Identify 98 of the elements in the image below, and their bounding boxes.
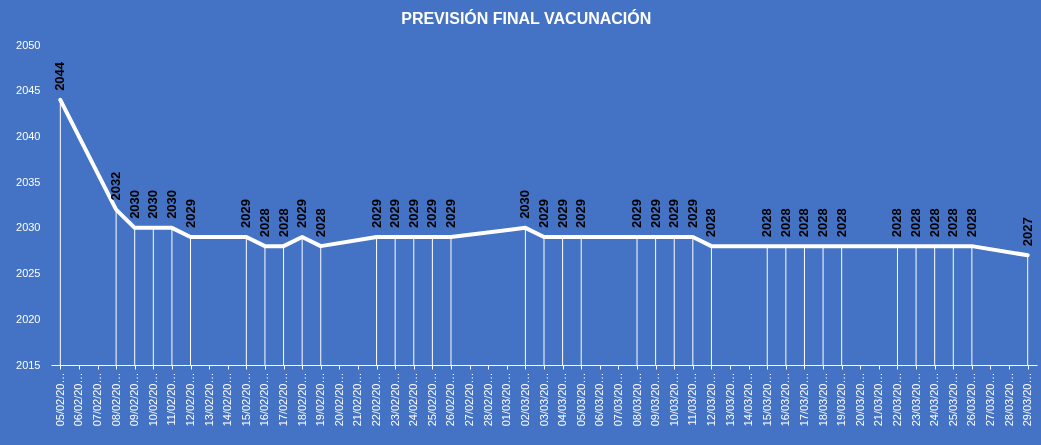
data-label: 2030 (126, 189, 142, 219)
x-tick-label: 17/02/20… (277, 372, 290, 427)
data-label: 2028 (777, 208, 793, 238)
x-tick-label: 21/03/20… (872, 372, 885, 427)
y-tick-label: 2030 (16, 221, 41, 234)
data-label: 2028 (889, 208, 905, 238)
data-label: 2029 (666, 199, 682, 228)
x-tick-label: 07/03/20… (611, 372, 624, 427)
data-label: 2029 (442, 199, 458, 228)
data-label: 2028 (275, 208, 291, 238)
data-label: 2032 (108, 171, 124, 201)
x-tick-label: 09/02/20… (128, 372, 141, 427)
x-tick-label: 15/02/20… (239, 372, 252, 427)
y-tick-label: 2040 (16, 129, 41, 142)
data-label: 2030 (163, 189, 179, 219)
data-label: 2028 (926, 208, 942, 238)
x-tick-label: 28/02/20… (481, 372, 494, 427)
data-label: 2028 (256, 208, 272, 238)
x-tick-label: 12/03/20… (704, 372, 717, 427)
data-label: 2028 (833, 208, 849, 238)
x-tick-label: 24/02/20… (407, 372, 420, 427)
x-tick-label: 03/03/20… (537, 372, 550, 427)
x-tick-label: 27/02/20… (463, 372, 476, 427)
x-tick-label: 26/02/20… (444, 372, 457, 427)
x-tick-label: 15/03/20… (760, 372, 773, 427)
x-tick-label: 24/03/20… (928, 372, 941, 427)
x-tick-label: 14/03/20… (742, 372, 755, 427)
data-label: 2029 (684, 199, 700, 228)
x-tick-label: 10/03/20… (667, 372, 680, 427)
x-tick-label: 05/03/20… (574, 372, 587, 427)
y-tick-label: 2025 (16, 267, 41, 280)
data-label: 2029 (238, 199, 254, 228)
x-tick-label: 11/03/20… (686, 372, 699, 426)
x-tick-label: 13/02/20… (202, 372, 215, 427)
x-tick-label: 16/03/20… (779, 372, 792, 427)
data-label: 2030 (145, 189, 161, 219)
data-label: 2028 (759, 208, 775, 238)
data-label: 2029 (368, 199, 384, 228)
x-tick-label: 20/03/20… (853, 372, 866, 427)
data-label: 2030 (517, 189, 533, 219)
x-tick-label: 25/03/20… (946, 372, 959, 427)
x-tick-label: 23/03/20… (909, 372, 922, 427)
y-tick-label: 2020 (16, 312, 41, 325)
x-tick-label: 11/02/20… (165, 372, 178, 426)
data-label: 2044 (52, 61, 68, 91)
x-tick-label: 14/02/20… (221, 372, 234, 427)
x-tick-label: 22/02/20… (370, 372, 383, 427)
data-label: 2029 (424, 199, 440, 228)
x-tick-label: 06/03/20… (593, 372, 606, 427)
data-label: 2028 (312, 208, 328, 238)
x-tick-label: 18/02/20… (295, 372, 308, 427)
x-tick-label: 22/03/20… (890, 372, 903, 427)
x-tick-label: 05/02/20… (53, 372, 66, 427)
x-tick-label: 19/03/20… (835, 372, 848, 427)
data-label: 2029 (182, 199, 198, 228)
chart-title: PREVISIÓN FINAL VACUNACIÓN (401, 9, 652, 27)
x-tick-label: 17/03/20… (797, 372, 810, 427)
x-tick-label: 06/02/20… (72, 372, 85, 427)
y-tick-label: 2050 (16, 38, 41, 51)
y-tick-label: 2035 (16, 175, 41, 188)
y-tick-label: 2015 (16, 358, 41, 371)
data-label: 2029 (405, 199, 421, 228)
data-label: 2029 (294, 199, 310, 228)
data-label: 2028 (945, 208, 961, 238)
x-tick-label: 23/02/20… (388, 372, 401, 427)
x-tick-label: 26/03/20… (965, 372, 978, 427)
x-tick-label: 16/02/20… (258, 372, 271, 427)
x-tick-label: 18/03/20… (816, 372, 829, 427)
x-tick-label: 27/03/20… (983, 372, 996, 427)
x-tick-label: 08/02/20… (109, 372, 122, 427)
data-label: 2029 (647, 199, 663, 228)
x-tick-label: 19/02/20… (314, 372, 327, 427)
x-tick-label: 25/02/20… (425, 372, 438, 427)
x-tick-label: 21/02/20… (351, 372, 364, 427)
data-label: 2028 (703, 208, 719, 238)
x-tick-label: 04/03/20… (556, 372, 569, 427)
x-tick-label: 20/02/20… (332, 372, 345, 427)
data-label: 2028 (815, 208, 831, 238)
x-tick-label: 07/02/20… (91, 372, 104, 427)
x-tick-label: 02/03/20… (518, 372, 531, 427)
data-label: 2029 (573, 199, 589, 228)
x-tick-label: 28/03/20… (1002, 372, 1015, 427)
x-tick-label: 13/03/20… (723, 372, 736, 427)
y-tick-label: 2045 (16, 84, 41, 97)
x-tick-label: 12/02/20… (184, 372, 197, 427)
x-tick-label: 01/03/20… (500, 372, 513, 427)
data-label: 2028 (908, 208, 924, 238)
data-label: 2029 (629, 199, 645, 228)
data-label: 2029 (536, 199, 551, 228)
x-tick-label: 08/03/20… (630, 372, 643, 427)
data-label: 2028 (963, 208, 979, 238)
data-label: 2029 (387, 199, 403, 228)
x-tick-label: 09/03/20… (649, 372, 662, 427)
data-label: 2029 (554, 199, 570, 228)
data-label: 2027 (1019, 217, 1035, 247)
x-tick-label: 10/02/20… (146, 372, 159, 427)
x-tick-label: 29/03/20… (1021, 372, 1034, 427)
data-label: 2028 (796, 208, 812, 238)
